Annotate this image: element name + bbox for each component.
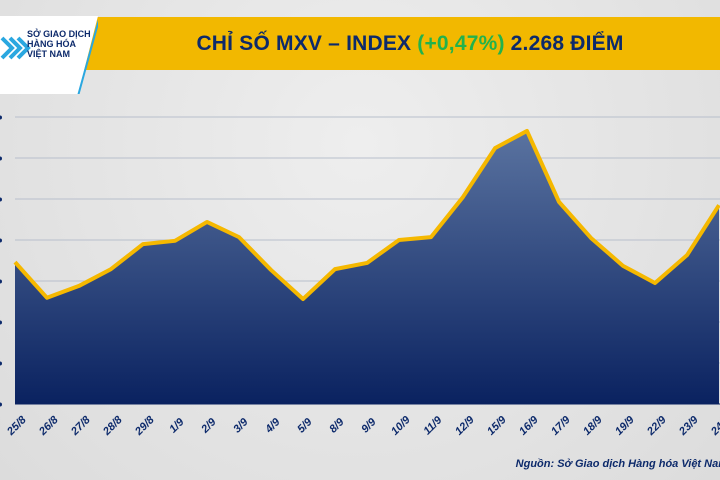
logo-line: SỞ GIAO DỊCH xyxy=(27,29,91,39)
y-tick-mark xyxy=(0,156,2,161)
x-tick-label: 27/8 xyxy=(68,413,93,438)
x-tick-label: 12/9 xyxy=(453,413,477,437)
y-tick-mark xyxy=(0,115,2,120)
x-tick-label: 18/9 xyxy=(581,413,605,437)
x-tick-label: 28/8 xyxy=(100,413,125,438)
logo-line: VIỆT NAM xyxy=(27,49,71,59)
x-tick-label: 11/9 xyxy=(421,414,445,438)
x-tick-label: 26/8 xyxy=(36,413,61,438)
area-fill xyxy=(15,130,719,404)
x-tick-label: 19/9 xyxy=(613,413,637,437)
y-tick-mark xyxy=(0,361,2,366)
title-value: 2.268 ĐIỂM xyxy=(510,31,624,55)
y-tick-mark xyxy=(0,402,2,407)
x-tick-label: 10/9 xyxy=(389,413,413,437)
logo-text: SỞ GIAO DỊCH HÀNG HÓA VIỆT NAM xyxy=(27,29,97,59)
title-change: (+0,47%) xyxy=(417,31,505,55)
x-tick-label: 17/9 xyxy=(549,413,573,437)
source-note: Nguồn: Sở Giao dịch Hàng hóa Việt Nam xyxy=(515,458,720,470)
y-tick-mark xyxy=(0,320,2,325)
x-tick-label: 3/9 xyxy=(231,416,251,436)
y-tick-mark xyxy=(0,238,2,243)
y-tick-mark xyxy=(0,279,2,284)
x-tick-label: 8/9 xyxy=(327,416,347,436)
chart-title: CHỈ SỐ MXV – INDEX (+0,47%) 2.268 ĐIỂM xyxy=(100,17,720,70)
x-tick-label: 16/9 xyxy=(517,413,541,437)
x-tick-label: 2/9 xyxy=(199,416,220,437)
logo-line: HÀNG HÓA xyxy=(27,39,76,49)
y-tick-mark xyxy=(0,197,2,202)
x-tick-label: 15/9 xyxy=(485,413,509,437)
series-line xyxy=(13,128,720,302)
x-tick-label: 24/9 xyxy=(708,413,720,438)
logo xyxy=(0,16,98,94)
title-prefix: CHỈ SỐ MXV – INDEX xyxy=(196,31,412,55)
x-tick-label: 25/8 xyxy=(4,413,29,438)
x-tick-label: 22/9 xyxy=(644,413,669,438)
x-tick-label: 4/9 xyxy=(263,416,284,437)
x-tick-label: 9/9 xyxy=(359,416,379,436)
title-banner xyxy=(70,17,720,70)
x-tick-label: 29/8 xyxy=(132,413,157,438)
x-tick-label: 5/9 xyxy=(295,416,315,436)
x-tick-label: 1/9 xyxy=(167,416,187,436)
x-tick-label: 23/9 xyxy=(676,413,701,438)
